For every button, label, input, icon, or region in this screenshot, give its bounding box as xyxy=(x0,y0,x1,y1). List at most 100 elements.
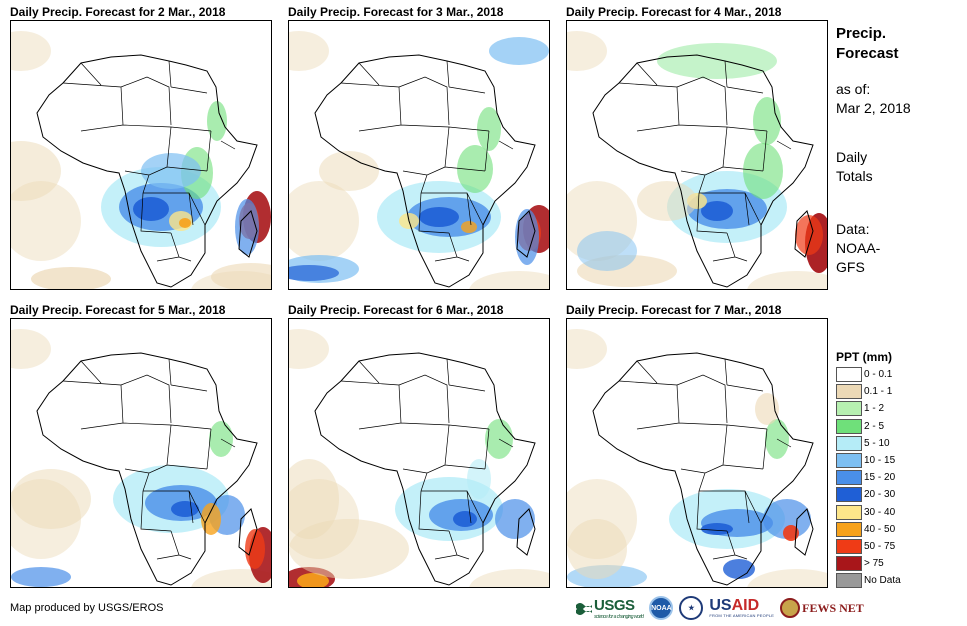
precip-map xyxy=(288,318,550,588)
precip-area xyxy=(755,393,779,425)
precip-map xyxy=(566,318,828,588)
precip-area xyxy=(489,37,549,65)
precip-area xyxy=(289,329,329,369)
data-line1: Data: xyxy=(836,221,870,237)
forecast-info: Precip. Forecast as of: Mar 2, 2018 Dail… xyxy=(836,24,961,277)
legend-swatch xyxy=(836,470,862,486)
precip-area xyxy=(701,523,733,535)
info-title-line2: Forecast xyxy=(836,45,899,62)
legend-item: 20 - 30 xyxy=(836,486,961,503)
panel-title: Daily Precip. Forecast for 4 Mar., 2018 xyxy=(566,5,782,19)
noaa-logo: NOAA xyxy=(649,596,674,620)
ppt-legend: PPT (mm) 0 - 0.1 0.1 - 1 1 - 2 2 - 5 5 - 10 1… xyxy=(836,348,961,589)
usgs-wordmark: USGS xyxy=(594,596,635,614)
asof-date: Mar 2, 2018 xyxy=(836,100,911,116)
data-line2: NOAA- xyxy=(836,240,881,256)
legend-swatch xyxy=(836,384,862,400)
legend-item: 2 - 5 xyxy=(836,418,961,435)
legend-label: 50 - 75 xyxy=(864,540,896,552)
africa-map xyxy=(289,329,549,587)
precip-area xyxy=(637,181,697,221)
legend-item: 30 - 40 xyxy=(836,504,961,521)
precip-area xyxy=(567,31,607,71)
country-borders xyxy=(62,60,236,262)
legend-swatch xyxy=(836,367,862,383)
precip-area xyxy=(419,207,459,227)
asof-label: as of: xyxy=(836,81,871,97)
legend-label: 15 - 20 xyxy=(864,472,896,484)
precip-area xyxy=(11,469,91,529)
precip-area xyxy=(211,263,271,289)
precip-area xyxy=(723,559,755,579)
legend-item: 0 - 0.1 xyxy=(836,366,961,383)
africa-map xyxy=(567,31,827,289)
madagascar-outline xyxy=(238,210,258,258)
precip-area xyxy=(461,221,477,233)
precip-area xyxy=(133,197,169,221)
country-borders xyxy=(618,358,792,560)
precip-area xyxy=(467,459,491,499)
legend-label: 5 - 10 xyxy=(864,437,890,449)
legend-label: 10 - 15 xyxy=(864,455,896,467)
panel-title: Daily Precip. Forecast for 5 Mar., 2018 xyxy=(10,303,226,317)
legend-item: > 75 xyxy=(836,555,961,572)
precip-area xyxy=(477,107,501,151)
panel-title: Daily Precip. Forecast for 2 Mar., 2018 xyxy=(10,5,226,19)
country-borders xyxy=(618,60,792,262)
totals-line1: Daily xyxy=(836,149,868,165)
legend-label: 0.1 - 1 xyxy=(864,386,893,398)
forecast-panel-mar-4: Daily Precip. Forecast for 4 Mar., 2018 xyxy=(566,4,828,290)
legend-label: 2 - 5 xyxy=(864,420,885,432)
precip-area xyxy=(747,569,827,587)
madagascar-outline xyxy=(516,508,536,556)
legend-swatch xyxy=(836,556,862,572)
precip-area xyxy=(469,271,549,289)
legend-label: 30 - 40 xyxy=(864,506,896,518)
precip-area xyxy=(11,181,81,261)
precip-area xyxy=(657,43,777,79)
precip-area xyxy=(11,329,51,369)
precip-area xyxy=(795,215,823,255)
legend-swatch xyxy=(836,435,862,451)
precip-area xyxy=(457,145,493,193)
precip-area xyxy=(191,569,271,587)
fews-net-logo: FEWS NET xyxy=(780,598,864,618)
precip-area xyxy=(763,499,811,539)
precip-area xyxy=(469,569,549,587)
precip-map xyxy=(566,20,828,290)
legend-swatch xyxy=(836,504,862,520)
legend-swatch xyxy=(836,521,862,537)
legend-item: 15 - 20 xyxy=(836,469,961,486)
precip-area xyxy=(141,153,201,189)
map-credit: Map produced by USGS/EROS xyxy=(10,602,164,614)
panel-title: Daily Precip. Forecast for 7 Mar., 2018 xyxy=(566,303,782,317)
legend-item: 1 - 2 xyxy=(836,400,961,417)
legend-title: PPT (mm) xyxy=(836,350,893,364)
legend-swatch xyxy=(836,573,862,589)
legend-swatch xyxy=(836,487,862,503)
madagascar-outline xyxy=(794,508,814,556)
precip-area xyxy=(701,201,733,221)
africa-map xyxy=(567,329,827,587)
forecast-panel-mar-7: Daily Precip. Forecast for 7 Mar., 2018 xyxy=(566,302,828,588)
legend-swatch xyxy=(836,538,862,554)
usaid-aid: AID xyxy=(731,597,760,614)
legend-item: 5 - 10 xyxy=(836,435,961,452)
legend-item: No Data xyxy=(836,572,961,589)
usgs-wave-icon xyxy=(576,603,592,615)
country-borders xyxy=(62,358,236,560)
africa-map xyxy=(11,31,271,289)
madagascar-outline xyxy=(516,210,536,258)
legend-label: 40 - 50 xyxy=(864,523,896,535)
madagascar-outline xyxy=(238,508,258,556)
madagascar-outline xyxy=(794,210,814,258)
legend-swatch xyxy=(836,453,862,469)
country-borders xyxy=(340,60,514,262)
precip-area xyxy=(31,267,111,289)
legend-label: > 75 xyxy=(864,558,884,570)
precip-map xyxy=(10,318,272,588)
usgs-tagline: science for a changing world xyxy=(594,613,644,620)
precip-area xyxy=(577,231,637,271)
precip-area xyxy=(495,499,535,539)
legend-swatch xyxy=(836,418,862,434)
